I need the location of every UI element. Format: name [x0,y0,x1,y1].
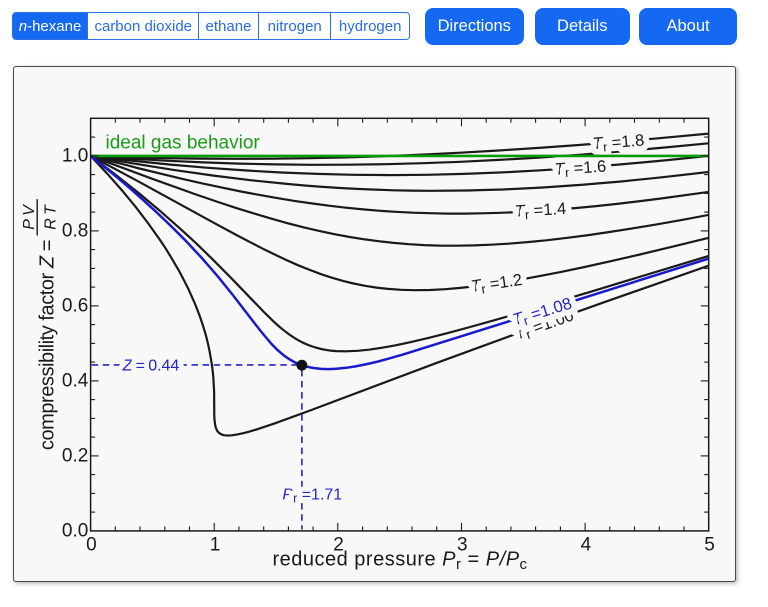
svg-text:0.2: 0.2 [62,446,88,467]
svg-text:Z = 0.44: Z = 0.44 [122,357,180,374]
svg-text:R T: R T [43,204,60,230]
svg-text:0.0: 0.0 [62,521,88,542]
svg-text:compressibility factor Z =: compressibility factor Z = [36,240,58,450]
svg-text:0.8: 0.8 [62,221,88,242]
svg-text:1.0: 1.0 [62,146,88,167]
svg-text:2: 2 [333,534,344,555]
svg-text:ideal gas behavior: ideal gas behavior [106,133,261,154]
svg-text:4: 4 [581,534,592,555]
svg-text:1: 1 [210,534,221,555]
svg-text:3: 3 [457,534,468,555]
svg-text:P V: P V [21,204,38,230]
svg-text:Tr =1.4: Tr =1.4 [514,199,570,223]
svg-text:Tr =1.2: Tr =1.2 [470,270,527,298]
svg-text:Tr =1.6: Tr =1.6 [554,157,610,181]
svg-text:0.6: 0.6 [62,296,88,317]
svg-text:5: 5 [704,534,715,555]
svg-text:0.4: 0.4 [62,371,89,392]
svg-text:0: 0 [86,534,97,555]
svg-text:Pr =1.71: Pr =1.71 [282,487,342,506]
svg-text:reduced pressure Pr = P/Pc: reduced pressure Pr = P/Pc [272,549,527,574]
